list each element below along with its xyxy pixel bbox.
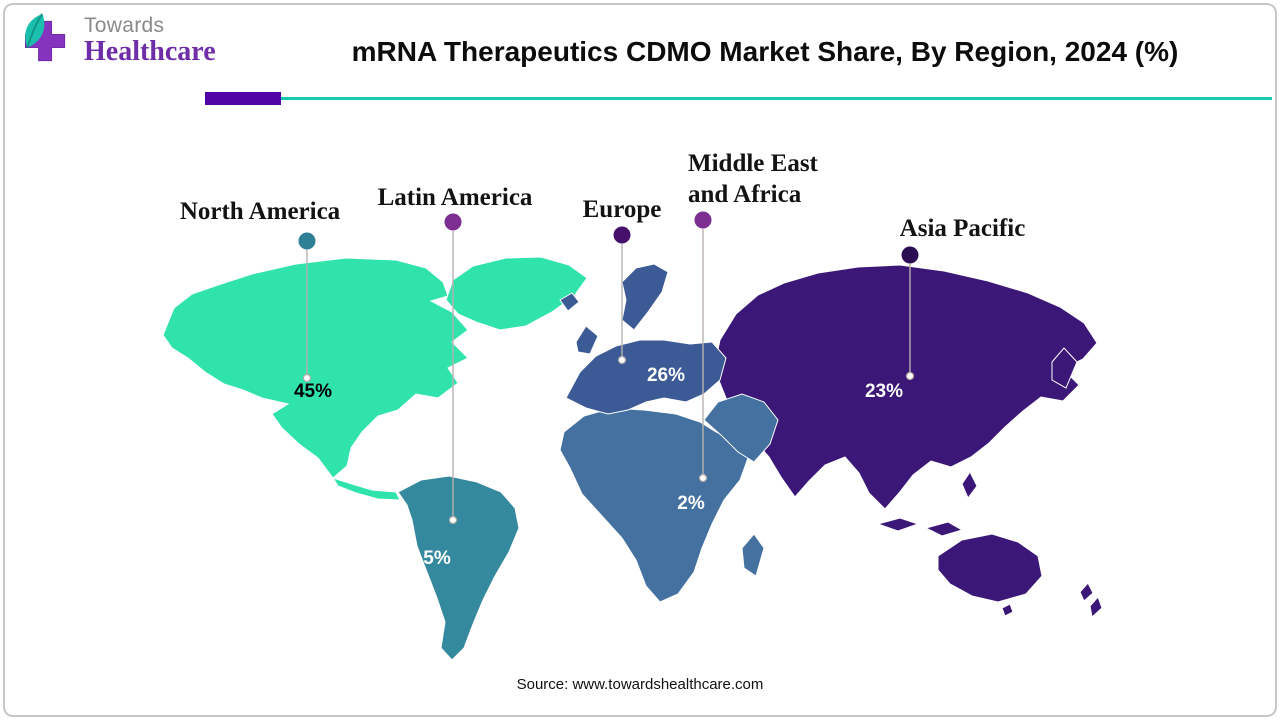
region-shape-scandinavia — [621, 263, 669, 331]
pin-latin-america — [444, 213, 462, 231]
pin-asia-pacific — [901, 246, 919, 264]
leader-dot-latin-america — [448, 515, 458, 525]
pin-middle-east-africa — [694, 211, 712, 229]
leader-dot-north-america — [302, 373, 312, 383]
region-label-latin-america: Latin America — [377, 184, 533, 211]
region-shape-asia — [713, 264, 1098, 510]
value-label-latin-america: 5% — [423, 548, 451, 569]
value-label-middle-east-africa: 2% — [677, 493, 705, 514]
region-shape-north-america — [162, 257, 469, 479]
region-shape-australia — [937, 533, 1043, 603]
region-shape-tasmania — [1001, 603, 1014, 617]
region-shape-central-america — [331, 477, 401, 501]
divider-accent-line — [281, 97, 1272, 100]
region-shape-greenland — [445, 256, 588, 331]
region-shape-iceland — [559, 292, 580, 312]
region-shape-europe-mainland — [565, 339, 727, 415]
region-shape-africa — [559, 407, 749, 603]
region-shape-south-america — [397, 475, 520, 661]
source-text: Source: www.towardshealthcare.com — [516, 676, 764, 693]
region-label-asia-pacific: Asia Pacific — [899, 215, 1026, 242]
region-shape-united-kingdom — [575, 325, 599, 355]
region-shape-new-zealand-south — [1089, 596, 1103, 618]
chart-title: mRNA Therapeutics CDMO Market Share, By … — [351, 36, 1179, 67]
logo-text-healthcare: Healthcare — [84, 36, 216, 68]
logo-text-towards: Towards — [84, 14, 165, 38]
divider-accent-block — [205, 92, 281, 105]
towards-healthcare-logo: Towards Healthcare — [18, 12, 216, 70]
value-label-asia-pacific: 23% — [864, 381, 904, 402]
leader-dot-middle-east-africa — [698, 473, 708, 483]
region-shape-madagascar — [741, 533, 765, 577]
region-shape-japan — [1051, 347, 1078, 389]
pin-europe — [613, 226, 631, 244]
region-shape-philippines — [961, 471, 978, 499]
leader-dot-asia-pacific — [905, 371, 915, 381]
region-shape-indonesia-west — [876, 517, 920, 532]
region-shape-indonesia-east — [924, 521, 964, 537]
logo-leaf-cross-icon — [25, 13, 66, 62]
pin-north-america — [298, 232, 316, 250]
value-label-europe: 26% — [646, 365, 686, 386]
region-shape-middle-east — [703, 393, 779, 463]
region-label-north-america: North America — [179, 198, 341, 225]
leader-dot-europe — [617, 355, 627, 365]
region-label-europe: Europe — [582, 196, 662, 223]
region-shape-new-zealand-north — [1079, 582, 1094, 602]
region-label-middle-east-africa: Middle East and Africa — [688, 150, 818, 209]
value-label-north-america: 45% — [293, 381, 333, 402]
